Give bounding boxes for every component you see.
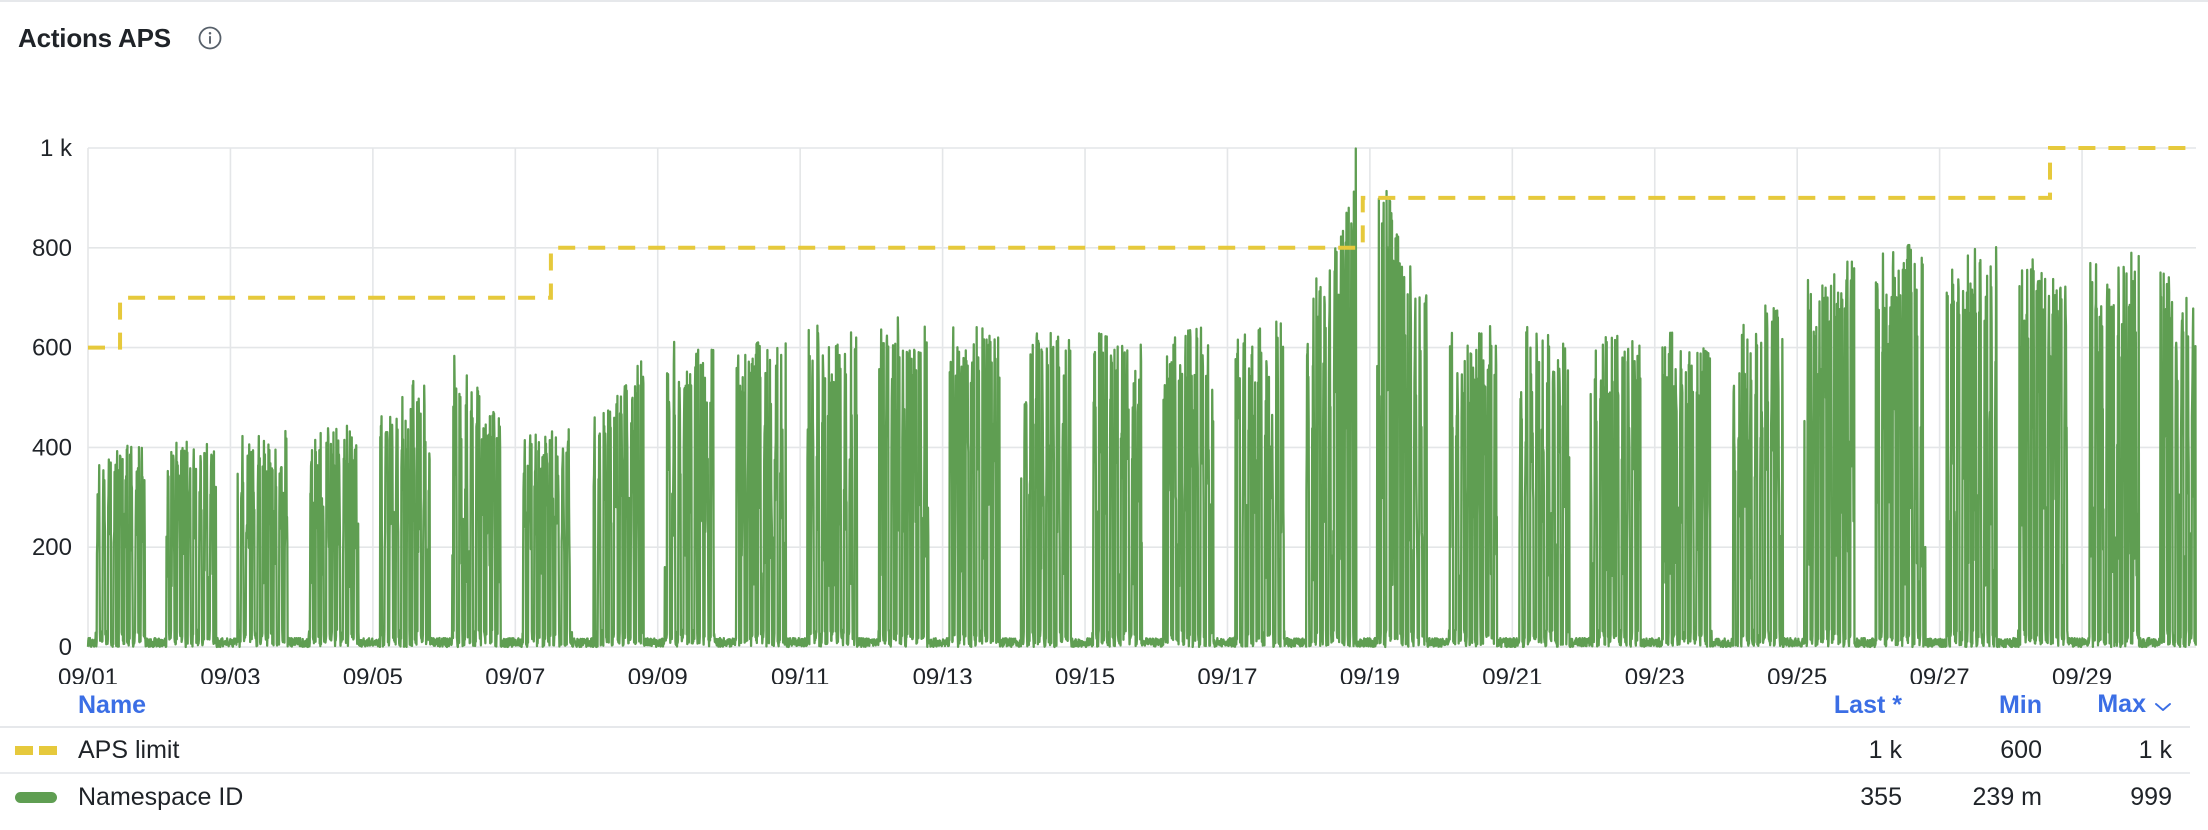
info-icon[interactable] — [197, 25, 223, 51]
x-axis-tick-label: 09/03 — [200, 664, 260, 684]
column-header-max[interactable]: Max — [2050, 690, 2190, 720]
legend-row-namespace-id[interactable]: Namespace ID 355 239 m 999 — [0, 774, 2190, 820]
series-line-namespace-id — [86, 147, 2197, 649]
x-axis-tick-label: 09/13 — [913, 664, 973, 684]
legend-min-namespace-id: 239 m — [1972, 782, 2042, 811]
x-axis-tick-label: 09/11 — [771, 664, 829, 684]
x-axis-tick-label: 09/09 — [628, 664, 688, 684]
legend-max-aps-limit: 1 k — [2138, 735, 2172, 764]
y-axis-tick-label: 400 — [32, 434, 72, 461]
timeseries-chart[interactable]: 0 200 400 600 800 1 k 09/01 09/03 09/05 09/07 09/0… — [0, 74, 2208, 684]
panel-header: Actions APS — [0, 2, 2208, 74]
x-axis-tick-label: 09/15 — [1055, 664, 1115, 684]
chart-plot-area[interactable]: 0 200 400 600 800 1 k 09/01 09/03 09/05 09/07 09/0… — [0, 74, 2208, 684]
x-axis-tick-label: 09/21 — [1482, 664, 1542, 684]
y-axis-tick-label: 0 — [59, 634, 72, 661]
legend-table: Name Last * Min Max APS limit 1 k 600 1 … — [0, 684, 2208, 820]
legend-last-aps-limit: 1 k — [1868, 735, 1902, 764]
chevron-down-icon — [2154, 691, 2172, 720]
legend-last-namespace-id: 355 — [1860, 782, 1902, 811]
x-axis-tick-label: 09/29 — [2052, 664, 2112, 684]
y-axis-tick-label: 800 — [32, 235, 72, 262]
column-header-min[interactable]: Min — [1998, 690, 2042, 719]
series-line-aps-limit — [88, 146, 2196, 350]
legend-name-namespace-id: Namespace ID — [78, 782, 244, 811]
page-title: Actions APS — [18, 22, 171, 53]
legend-min-aps-limit: 600 — [2000, 735, 2042, 764]
x-axis-tick-label: 09/23 — [1625, 664, 1685, 684]
legend-swatch-namespace-id — [0, 791, 72, 803]
x-axis-tick-label: 09/17 — [1197, 664, 1257, 684]
legend-row-aps-limit[interactable]: APS limit 1 k 600 1 k — [0, 728, 2190, 774]
x-axis-tick-label: 09/25 — [1767, 664, 1827, 684]
dashed-line-icon — [15, 745, 57, 755]
x-axis-tick-label: 09/01 — [58, 664, 118, 684]
legend-header-row: Name Last * Min Max — [0, 684, 2190, 728]
legend-swatch-aps-limit — [0, 745, 72, 755]
x-axis-tick-label: 09/19 — [1340, 664, 1400, 684]
column-header-last[interactable]: Last * — [1833, 690, 1902, 719]
column-header-max-label: Max — [2097, 690, 2146, 719]
column-header-name[interactable]: Name — [78, 690, 147, 719]
x-axis-tick-label: 09/27 — [1910, 664, 1970, 684]
x-axis-tick-label: 09/05 — [343, 664, 403, 684]
y-axis-tick-label: 1 k — [40, 135, 73, 162]
y-axis-tick-label: 200 — [32, 534, 72, 561]
solid-line-icon — [15, 791, 57, 803]
legend-max-namespace-id: 999 — [2130, 782, 2172, 811]
y-axis-tick-label: 600 — [32, 335, 72, 362]
x-axis-tick-label: 09/07 — [485, 664, 545, 684]
legend-name-aps-limit: APS limit — [78, 735, 180, 764]
